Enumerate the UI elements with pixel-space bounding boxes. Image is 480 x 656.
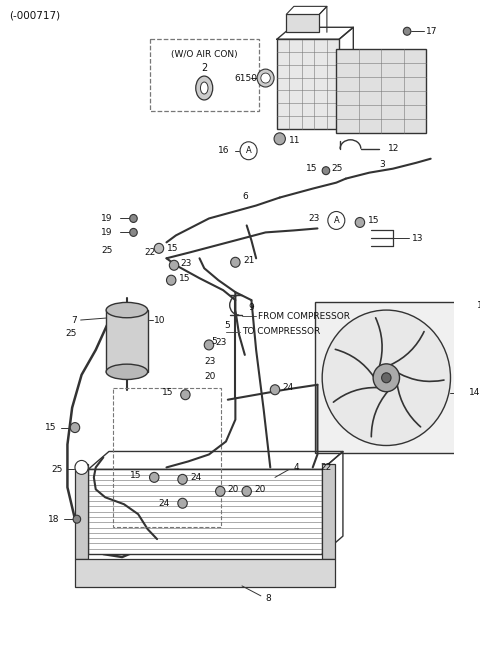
Text: 25: 25: [101, 246, 113, 255]
Circle shape: [154, 243, 164, 253]
Circle shape: [257, 69, 274, 87]
Circle shape: [178, 474, 187, 484]
Text: 8: 8: [265, 594, 271, 604]
Text: A: A: [334, 216, 339, 225]
Text: 24: 24: [158, 499, 169, 508]
Circle shape: [169, 260, 179, 270]
Circle shape: [73, 515, 81, 523]
Ellipse shape: [106, 364, 148, 379]
Circle shape: [322, 310, 451, 445]
Circle shape: [240, 142, 257, 159]
Bar: [88, 470, 322, 554]
Bar: [277, 39, 339, 129]
Text: 15: 15: [179, 274, 190, 283]
Circle shape: [355, 218, 365, 228]
Bar: [75, 559, 336, 587]
Circle shape: [167, 276, 176, 285]
Circle shape: [274, 133, 286, 145]
Circle shape: [70, 422, 80, 432]
Text: 15: 15: [45, 423, 56, 432]
Text: 15: 15: [162, 388, 173, 398]
Circle shape: [231, 257, 240, 267]
Text: 25: 25: [332, 164, 343, 173]
Circle shape: [130, 215, 137, 222]
Text: 15: 15: [368, 216, 379, 225]
Circle shape: [75, 461, 88, 474]
Text: A: A: [246, 146, 252, 155]
Bar: [322, 464, 336, 559]
Bar: [113, 388, 221, 527]
Circle shape: [149, 472, 159, 482]
Text: 22: 22: [145, 248, 156, 256]
Text: 9: 9: [249, 302, 254, 312]
Text: 22: 22: [320, 463, 332, 472]
Circle shape: [130, 228, 137, 236]
Text: 15: 15: [130, 471, 141, 480]
Text: 24: 24: [283, 383, 294, 392]
Circle shape: [180, 390, 190, 400]
Text: 11: 11: [289, 136, 300, 145]
Bar: [287, 14, 319, 32]
Text: 15: 15: [167, 244, 178, 253]
Circle shape: [373, 364, 399, 392]
Bar: [150, 39, 259, 111]
Text: 23: 23: [216, 338, 227, 348]
Circle shape: [178, 499, 187, 508]
Text: 20: 20: [228, 485, 239, 494]
Text: 25: 25: [51, 465, 63, 474]
Text: 20: 20: [254, 485, 265, 494]
Text: (W/O AIR CON): (W/O AIR CON): [171, 50, 238, 58]
Circle shape: [322, 167, 330, 174]
Circle shape: [328, 211, 345, 230]
Text: 19: 19: [101, 228, 113, 237]
Ellipse shape: [201, 82, 208, 94]
Text: FROM COMPRESSOR: FROM COMPRESSOR: [258, 312, 350, 321]
Circle shape: [242, 486, 252, 497]
Bar: [106, 310, 148, 372]
Text: 10: 10: [154, 316, 166, 325]
Text: 18: 18: [48, 515, 60, 523]
Circle shape: [204, 340, 214, 350]
Text: 5: 5: [224, 321, 230, 329]
Text: 3: 3: [379, 160, 384, 169]
Text: 23: 23: [308, 214, 319, 223]
Text: 5: 5: [211, 337, 216, 346]
Text: 23: 23: [204, 358, 216, 366]
Text: 13: 13: [412, 234, 423, 243]
Ellipse shape: [196, 76, 213, 100]
Text: 1: 1: [477, 300, 480, 310]
Text: 4: 4: [294, 463, 300, 472]
Text: 20: 20: [204, 373, 216, 381]
Text: 7: 7: [71, 316, 77, 325]
Bar: [336, 49, 426, 133]
Text: 24: 24: [190, 473, 201, 482]
Circle shape: [261, 73, 270, 83]
Text: 25: 25: [65, 329, 77, 338]
Text: 23: 23: [180, 258, 192, 268]
Text: 2: 2: [201, 63, 207, 73]
Text: 21: 21: [243, 256, 254, 265]
Text: (-000717): (-000717): [9, 10, 60, 20]
Text: 14: 14: [469, 388, 480, 398]
Text: 19: 19: [101, 214, 113, 223]
Text: 6150: 6150: [234, 73, 257, 83]
Circle shape: [403, 28, 411, 35]
Text: 15: 15: [306, 164, 318, 173]
Bar: [314, 302, 458, 453]
Text: 16: 16: [218, 146, 230, 155]
Text: 6: 6: [242, 192, 248, 201]
Bar: [75, 464, 88, 559]
Text: TO COMPRESSOR: TO COMPRESSOR: [242, 327, 320, 337]
Circle shape: [270, 385, 280, 395]
Circle shape: [456, 301, 464, 309]
Circle shape: [382, 373, 391, 382]
Circle shape: [216, 486, 225, 497]
Ellipse shape: [106, 302, 148, 318]
Text: 12: 12: [388, 144, 399, 154]
Text: 17: 17: [426, 27, 437, 36]
